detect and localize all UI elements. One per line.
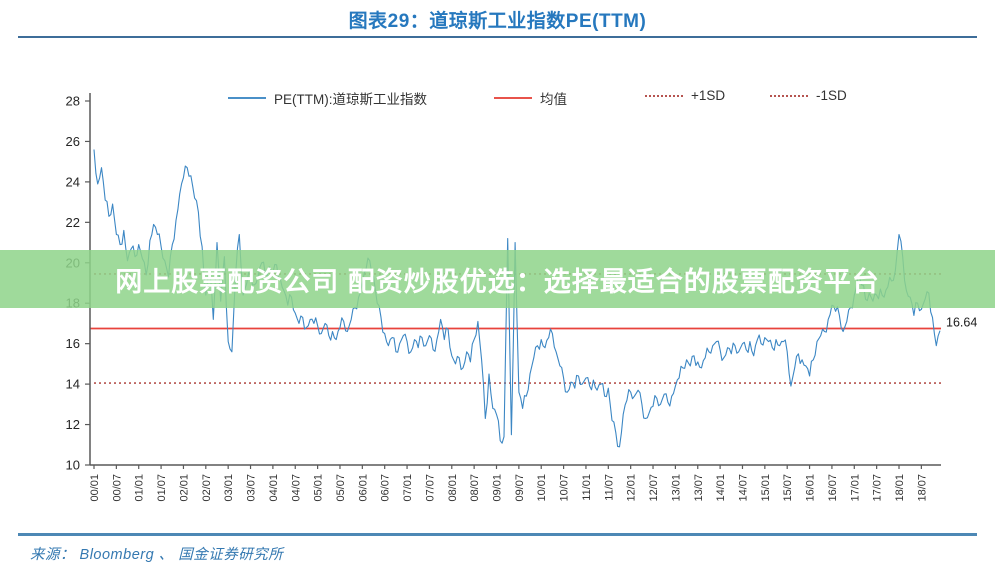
svg-text:17/01: 17/01 bbox=[849, 474, 861, 502]
svg-text:18/07: 18/07 bbox=[916, 474, 928, 502]
red-line-swatch-icon bbox=[494, 97, 532, 99]
svg-text:08/07: 08/07 bbox=[469, 474, 481, 502]
svg-text:16/07: 16/07 bbox=[827, 474, 839, 502]
chart-title: 图表29：道琼斯工业指数PE(TTM) bbox=[348, 11, 647, 32]
svg-text:10/07: 10/07 bbox=[559, 474, 571, 502]
svg-text:00/07: 00/07 bbox=[111, 474, 123, 502]
svg-text:08/01: 08/01 bbox=[447, 474, 459, 502]
title-divider bbox=[18, 36, 977, 38]
svg-text:05/07: 05/07 bbox=[335, 474, 347, 502]
promo-overlay-text: 网上股票配资公司 配资炒股优选：选择最适合的股票配资平台 bbox=[115, 266, 880, 297]
svg-text:15/01: 15/01 bbox=[760, 474, 772, 502]
legend-label: +1SD bbox=[691, 88, 726, 103]
blue-line-swatch-icon bbox=[228, 97, 266, 99]
last-value-label: 16.64 bbox=[946, 316, 977, 330]
legend-label: 均值 bbox=[540, 92, 567, 107]
legend-label: -1SD bbox=[816, 88, 847, 103]
legend-item-minus1sd: -1SD bbox=[770, 88, 847, 103]
svg-text:12/01: 12/01 bbox=[626, 474, 638, 502]
svg-text:06/07: 06/07 bbox=[380, 474, 392, 502]
svg-text:12: 12 bbox=[66, 417, 80, 432]
chart-legend: PE(TTM):道琼斯工业指数 均值 +1SD -1SD bbox=[0, 88, 995, 110]
svg-text:26: 26 bbox=[66, 134, 80, 149]
svg-text:03/07: 03/07 bbox=[246, 474, 258, 502]
svg-text:09/01: 09/01 bbox=[492, 474, 504, 502]
legend-item-pe: PE(TTM):道琼斯工业指数 bbox=[228, 88, 427, 108]
footer-divider bbox=[18, 533, 977, 536]
svg-text:14/07: 14/07 bbox=[737, 474, 749, 502]
svg-text:17/07: 17/07 bbox=[872, 474, 884, 502]
svg-text:28: 28 bbox=[66, 94, 80, 109]
legend-item-plus1sd: +1SD bbox=[645, 88, 725, 103]
svg-text:12/07: 12/07 bbox=[648, 474, 660, 502]
svg-text:10/01: 10/01 bbox=[536, 474, 548, 502]
svg-text:04/07: 04/07 bbox=[290, 474, 302, 502]
svg-text:16/01: 16/01 bbox=[805, 474, 817, 502]
source-attribution: 来源： Bloomberg 、 国金证券研究所 bbox=[30, 547, 284, 563]
svg-text:00/01: 00/01 bbox=[89, 474, 101, 502]
svg-text:02/07: 02/07 bbox=[201, 474, 213, 502]
svg-text:07/01: 07/01 bbox=[402, 474, 414, 502]
svg-text:15/07: 15/07 bbox=[782, 474, 794, 502]
svg-text:01/07: 01/07 bbox=[156, 474, 168, 502]
svg-text:06/01: 06/01 bbox=[357, 474, 369, 502]
svg-text:13/01: 13/01 bbox=[670, 474, 682, 502]
svg-text:14/01: 14/01 bbox=[715, 474, 727, 502]
legend-label: PE(TTM):道琼斯工业指数 bbox=[274, 92, 427, 107]
svg-text:05/01: 05/01 bbox=[313, 474, 325, 502]
promo-overlay-banner: 网上股票配资公司 配资炒股优选：选择最适合的股票配资平台 bbox=[0, 250, 995, 308]
svg-text:04/01: 04/01 bbox=[268, 474, 280, 502]
svg-text:02/01: 02/01 bbox=[178, 474, 190, 502]
dotted-line-swatch-icon bbox=[770, 94, 808, 97]
svg-text:11/07: 11/07 bbox=[603, 474, 615, 501]
svg-text:03/01: 03/01 bbox=[223, 474, 235, 502]
dotted-line-swatch-icon bbox=[645, 94, 683, 97]
legend-item-mean: 均值 bbox=[494, 88, 567, 108]
svg-text:16: 16 bbox=[66, 336, 80, 351]
svg-text:07/07: 07/07 bbox=[424, 474, 436, 502]
svg-text:11/01: 11/01 bbox=[581, 474, 593, 501]
svg-text:14: 14 bbox=[66, 377, 80, 392]
svg-text:18/01: 18/01 bbox=[894, 474, 906, 502]
svg-text:10: 10 bbox=[66, 458, 80, 473]
svg-text:22: 22 bbox=[66, 215, 80, 230]
svg-text:01/01: 01/01 bbox=[134, 474, 146, 502]
svg-text:09/07: 09/07 bbox=[514, 474, 526, 502]
svg-text:13/07: 13/07 bbox=[693, 474, 705, 502]
svg-text:24: 24 bbox=[66, 174, 80, 189]
